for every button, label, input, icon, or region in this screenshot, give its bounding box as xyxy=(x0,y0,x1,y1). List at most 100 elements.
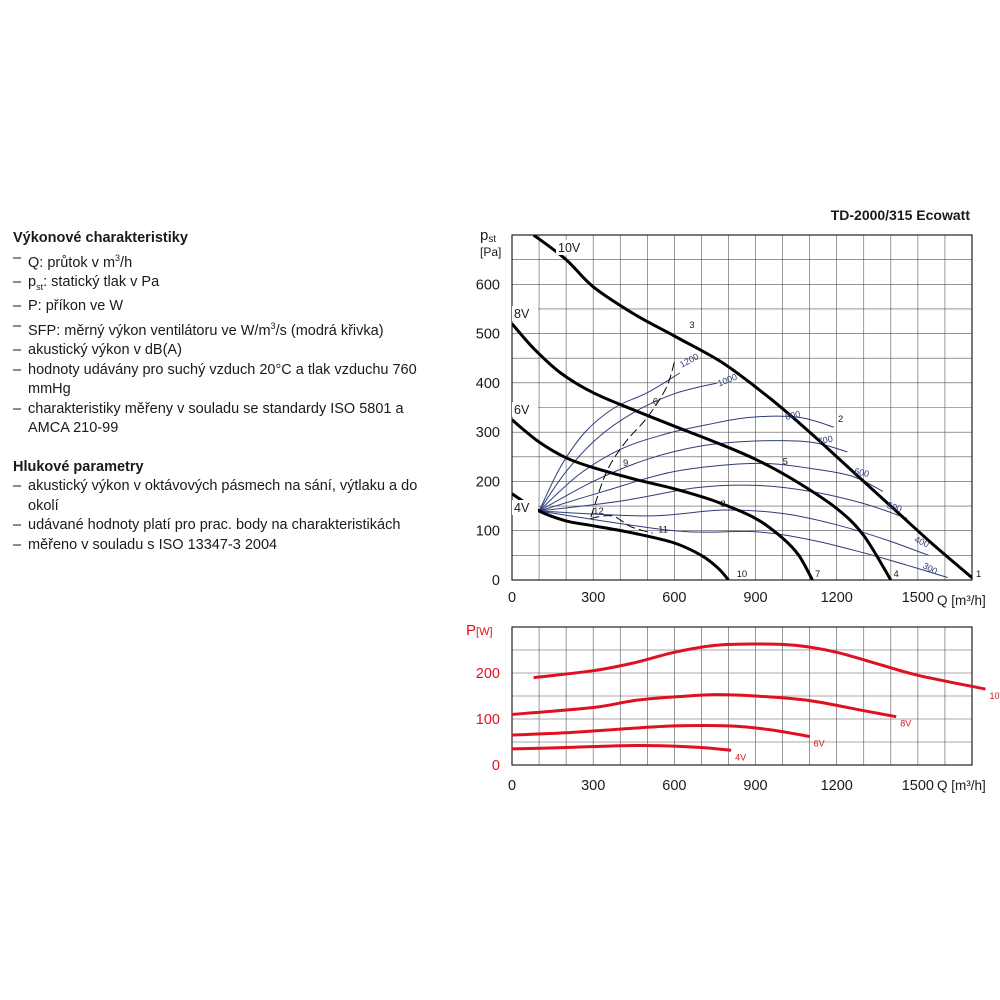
sfp-label: 1000 xyxy=(716,372,738,389)
x-tick-label: 600 xyxy=(662,590,686,606)
power-curve-10V xyxy=(533,642,986,691)
x-axis-label: Q [m³/h] xyxy=(937,593,986,608)
series-label-4V: 4V xyxy=(514,501,530,515)
fan-curve-4V xyxy=(512,492,730,580)
x-tick-label: 300 xyxy=(581,778,605,794)
power-series-label-6V: 6V xyxy=(814,738,825,748)
power-curve-6V xyxy=(511,723,810,738)
sfp-label: 1200 xyxy=(678,351,700,369)
y-tick-label: 0 xyxy=(492,573,500,589)
y-tick-label: 300 xyxy=(476,425,500,441)
y-axis-unit: [Pa] xyxy=(480,245,501,259)
x-tick-label: 1200 xyxy=(821,590,853,606)
power-series-label-8V: 8V xyxy=(900,719,911,729)
sfp-curve-700 xyxy=(538,440,848,512)
plot-area xyxy=(512,235,972,580)
subscript: st xyxy=(36,281,44,292)
sfp-curve-300 xyxy=(539,510,948,578)
x-tick-label: 1200 xyxy=(821,778,853,794)
y-axis-label: P[W] xyxy=(466,622,493,639)
y-tick-label: 500 xyxy=(476,327,500,343)
y-axis-label: pst xyxy=(480,227,496,245)
performance-list: Q: průtok v m3/hpst: statický tlak v PaP… xyxy=(13,249,433,439)
operating-point-label: 7 xyxy=(815,569,820,580)
power-curve-8V xyxy=(511,693,897,719)
y-axis-label-main: P xyxy=(466,622,476,639)
fan-curve-10V xyxy=(532,235,972,580)
y-tick-label: 200 xyxy=(476,666,500,682)
superscript: 3 xyxy=(115,252,121,263)
operating-point-label: 9 xyxy=(623,458,628,469)
power-curve-4V xyxy=(511,743,732,752)
series-label-bg xyxy=(556,240,582,255)
series-label-bg xyxy=(512,402,538,417)
performance-heading: Výkonové charakteristiky xyxy=(13,230,188,246)
sfp-curve-500 xyxy=(539,484,908,519)
sfp-curve-1000 xyxy=(538,382,718,512)
noise-item: udávané hodnoty platí pro prac. body na … xyxy=(13,516,433,536)
sfp-curve-1200 xyxy=(538,372,681,512)
power-series-label-4V: 4V xyxy=(735,752,746,762)
performance-item-text-end: : statický tlak v Pa xyxy=(43,273,160,290)
operating-point-label: 10 xyxy=(737,569,748,580)
x-tick-label: 900 xyxy=(743,778,767,794)
operating-point-label: 6 xyxy=(653,397,658,408)
performance-item: akustický výkon v dB(A) xyxy=(13,341,433,361)
sfp-label: 600 xyxy=(853,466,870,479)
noise-list: akustický výkon v oktávových pásmech na … xyxy=(13,477,433,555)
performance-item: P: příkon ve W xyxy=(13,297,433,317)
noise-item: měřeno v souladu s ISO 13347-3 2004 xyxy=(13,536,433,556)
performance-item-text: charakteristiky měřeny v souladu se stan… xyxy=(28,400,404,437)
y-tick-label: 200 xyxy=(476,474,500,490)
superscript: 3 xyxy=(270,320,276,331)
x-tick-label: 0 xyxy=(508,778,516,794)
performance-item-text: P: příkon ve W xyxy=(28,298,124,315)
power-chart: 0 300 600 900 1200 1500 0 100 200 Q [m³/h] P[W] 10V… xyxy=(466,622,1000,794)
series-label-8V: 8V xyxy=(514,307,530,321)
operating-point-label: 12 xyxy=(593,506,604,517)
performance-item: charakteristiky měřeny v souladu se stan… xyxy=(13,400,433,439)
x-axis-label: Q [m³/h] xyxy=(937,778,986,793)
performance-item: pst: statický tlak v Pa xyxy=(13,273,433,297)
y-tick-label: 100 xyxy=(476,712,500,728)
series-label-6V: 6V xyxy=(514,403,530,417)
operating-point-label: 5 xyxy=(783,457,788,468)
noise-item-text: měřeno v souladu s ISO 13347-3 2004 xyxy=(28,536,278,553)
operating-line xyxy=(590,362,675,519)
performance-item-text: p xyxy=(28,273,37,290)
series-label-10V: 10V xyxy=(558,241,581,255)
noise-heading: Hlukové parametry xyxy=(13,458,144,475)
plot-frame xyxy=(511,626,973,766)
y-tick-label: 600 xyxy=(476,277,500,293)
series-label-bg xyxy=(512,500,538,515)
performance-item-text-end: /s (modrá křivka) xyxy=(275,322,384,339)
operating-point-label: 8 xyxy=(720,499,725,510)
performance-item-text-end: /h xyxy=(120,254,133,271)
operating-point-label: 4 xyxy=(894,569,899,580)
noise-item-text: akustický výkon v oktávových pásmech na … xyxy=(28,478,418,514)
sfp-label: 700 xyxy=(817,434,834,447)
performance-item-text: Q: průtok v m xyxy=(28,254,116,271)
x-tick-label: 300 xyxy=(581,590,605,606)
sfp-label: 500 xyxy=(886,500,903,514)
sfp-curve-600 xyxy=(538,462,883,512)
fan-curve-6V xyxy=(512,418,814,580)
performance-item: Q: průtok v m3/h xyxy=(13,249,433,273)
y-tick-label: 0 xyxy=(492,758,500,774)
sfp-curve-400 xyxy=(539,509,929,556)
fan-curve-8V xyxy=(512,322,893,580)
operating-point-label: 11 xyxy=(658,525,668,536)
power-series-label-10V: 10V xyxy=(990,691,1000,701)
operating-point-label: 3 xyxy=(689,320,694,331)
operating-point-label: 2 xyxy=(838,414,843,425)
operating-line xyxy=(590,515,653,534)
performance-item: SFP: měrný výkon ventilátoru ve W/m3/s (… xyxy=(13,317,433,341)
y-axis-label-main: p xyxy=(480,227,488,244)
y-axis-label-sub: st xyxy=(488,234,496,245)
x-tick-label: 0 xyxy=(508,590,516,606)
grid xyxy=(512,235,972,580)
noise-item: akustický výkon v oktávových pásmech na … xyxy=(13,477,433,516)
performance-item: hodnoty udávány pro suchý vzduch 20°C a … xyxy=(13,361,433,400)
